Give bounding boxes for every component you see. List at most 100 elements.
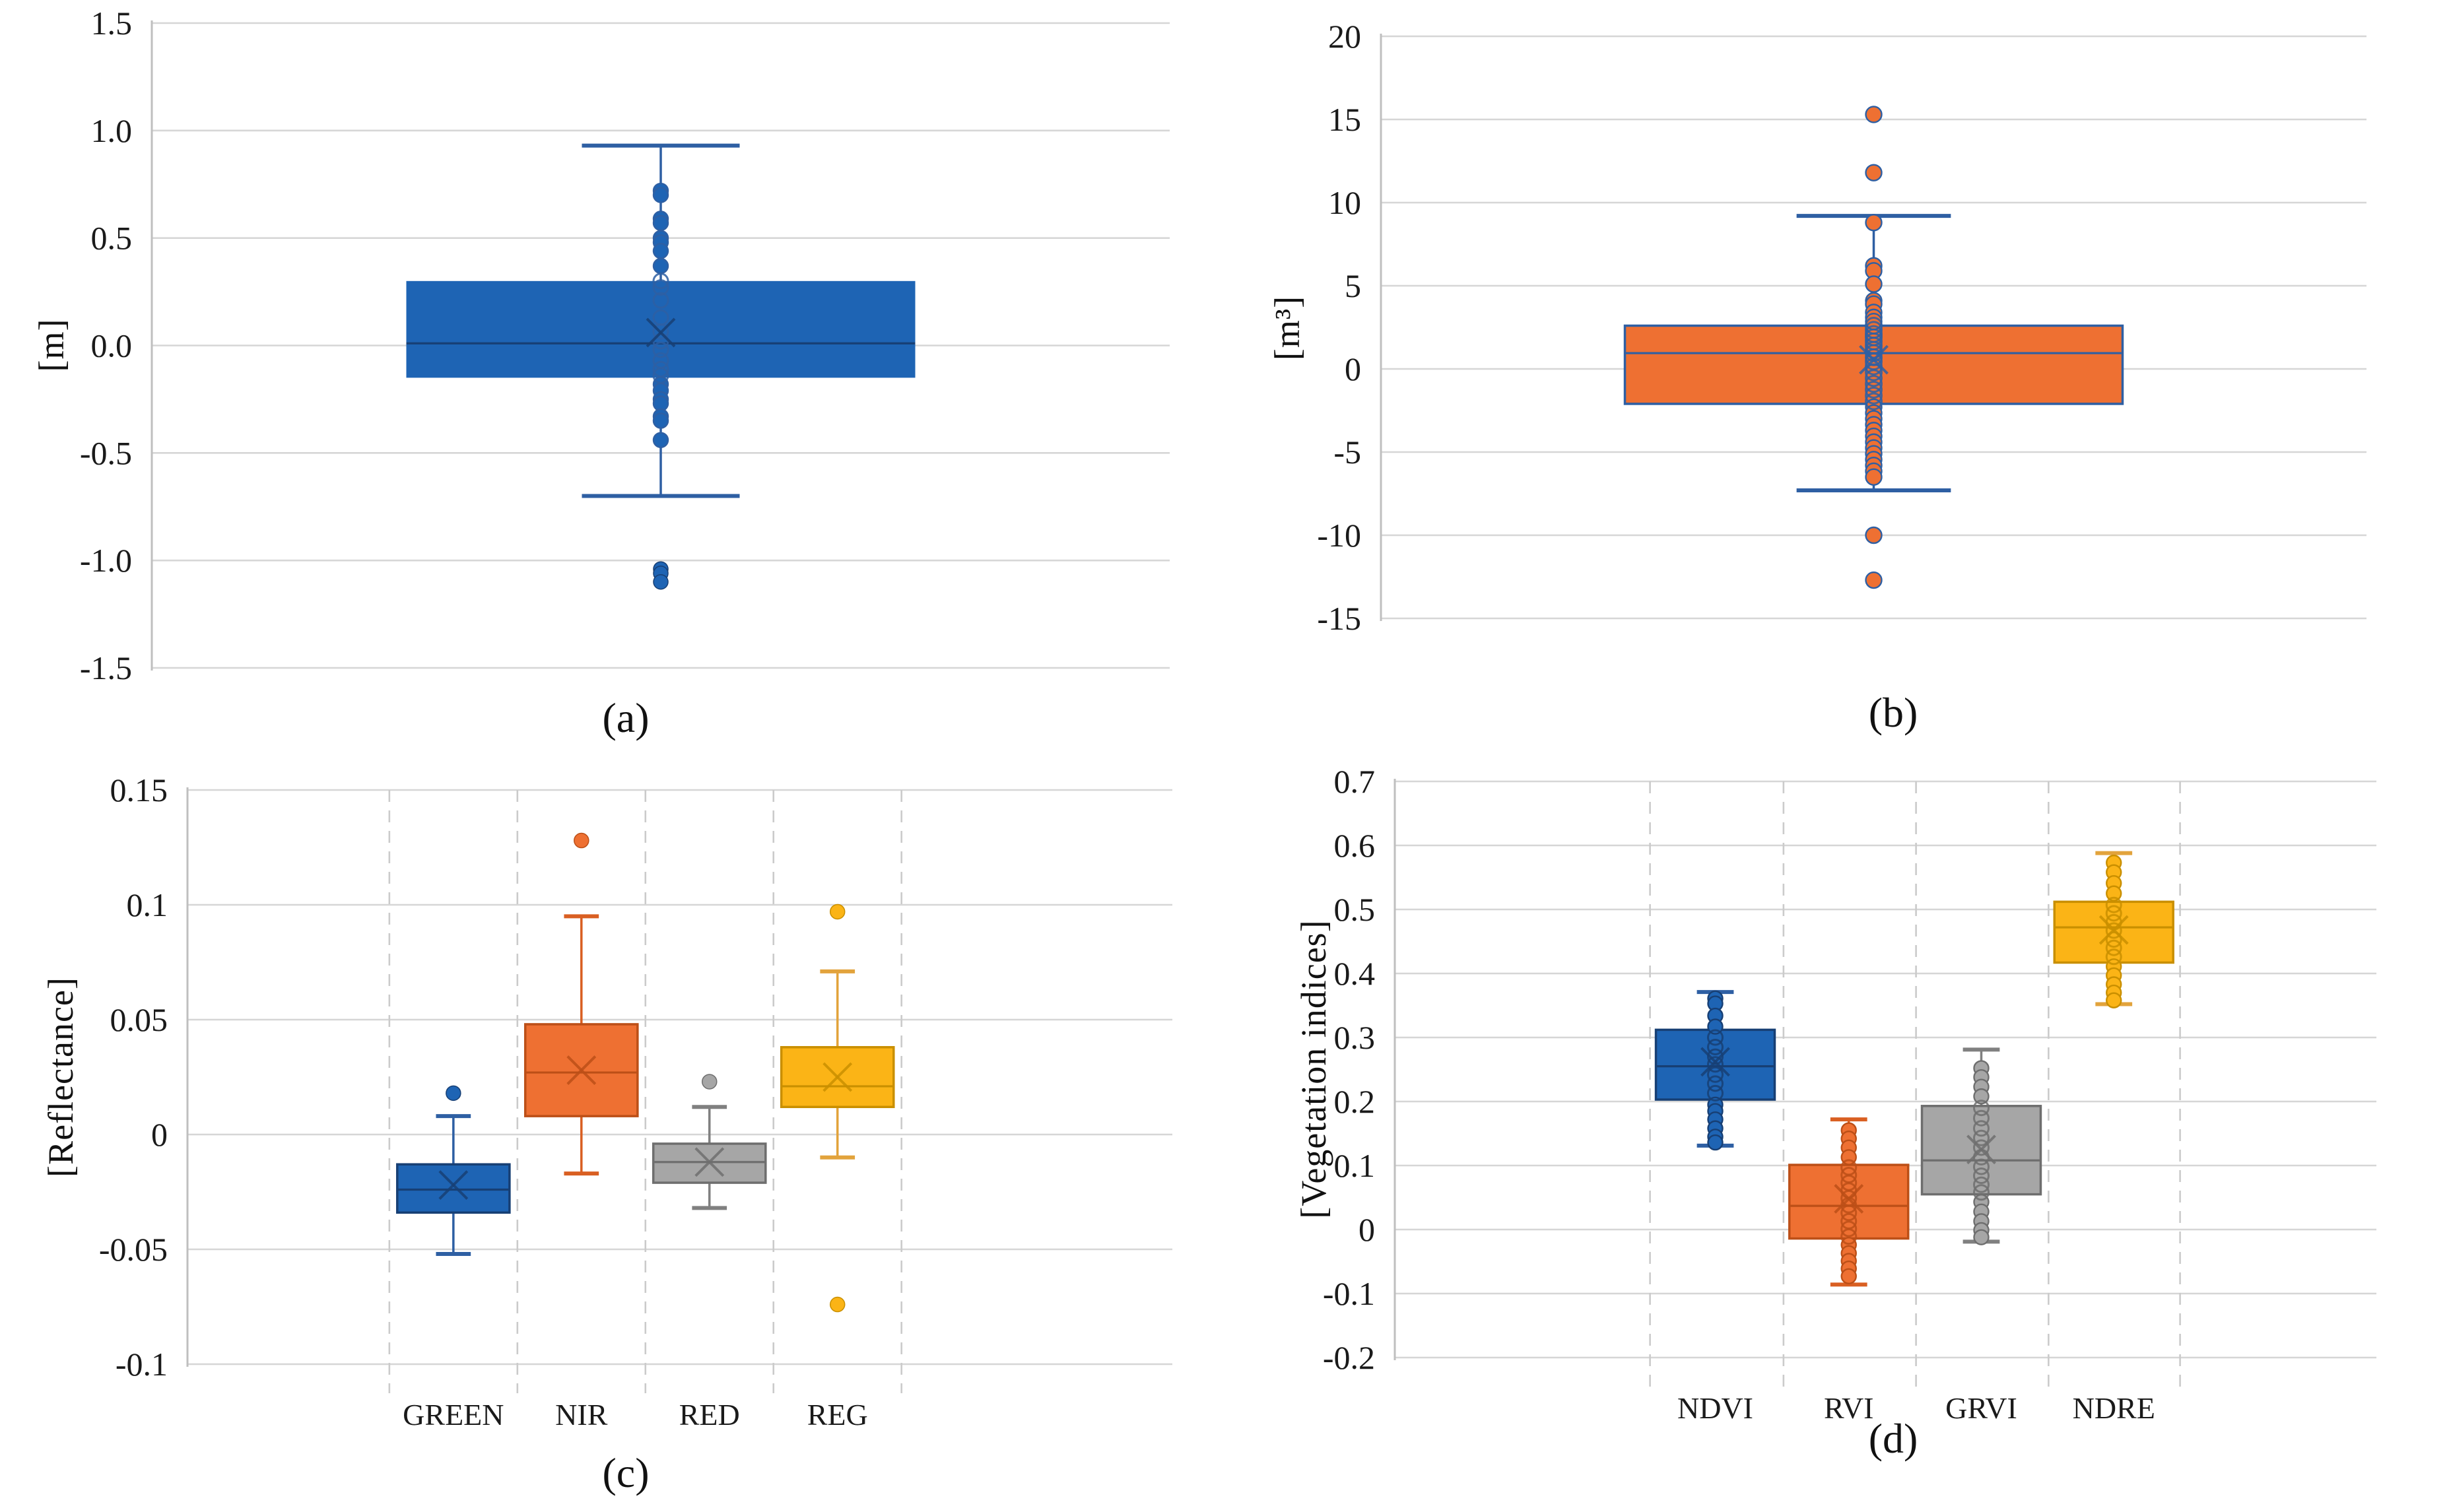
- data-point: [652, 432, 669, 448]
- x-category-label: RED: [679, 1398, 740, 1431]
- mean-marker: [822, 1062, 853, 1092]
- outlier-point: [1865, 164, 1883, 181]
- y-tick-label: -1.5: [80, 649, 132, 686]
- data-point: [1973, 1088, 1990, 1105]
- y-tick-label: 0: [1345, 350, 1361, 387]
- mean-marker: [694, 1147, 725, 1177]
- data-point-open: [1707, 1066, 1724, 1083]
- panel-caption-c: (c): [602, 1449, 650, 1496]
- box-series-NIR: [524, 832, 639, 1176]
- panel-caption-a: (a): [602, 694, 650, 741]
- y-tick-label: -15: [1317, 600, 1361, 637]
- box-series-RVI: [1788, 1117, 1910, 1287]
- y-tick-label: 0.5: [91, 220, 133, 257]
- data-point-open: [1972, 1109, 1990, 1127]
- data-point-open: [1865, 381, 1883, 399]
- data-point: [2106, 885, 2122, 902]
- data-point-open: [652, 323, 669, 340]
- data-point-open: [2105, 905, 2122, 922]
- box-series-a: [406, 143, 916, 590]
- mean-marker: [438, 1170, 469, 1200]
- box-series-GREEN: [396, 1085, 511, 1256]
- data-point-open: [2105, 931, 2122, 948]
- data-point: [1707, 1134, 1724, 1151]
- panel-caption-d: (d): [1868, 1415, 1918, 1462]
- data-point-open: [2105, 948, 2122, 966]
- y-axis-title-c: [Reflectance]: [41, 977, 81, 1177]
- panel-b: 20 15 10 5 0 -5 -10 -15: [1317, 18, 2366, 637]
- data-point-open: [2105, 896, 2122, 913]
- data-point: [652, 187, 669, 203]
- data-point-open: [1865, 375, 1883, 393]
- y-tick-label: 0.7: [1334, 763, 1376, 800]
- y-tick-label: 0.1: [127, 886, 168, 923]
- data-point-open: [2105, 922, 2122, 939]
- data-point-open: [1707, 1075, 1724, 1092]
- mean-marker: [566, 1055, 597, 1085]
- outlier-point: [1865, 526, 1883, 544]
- data-point: [1840, 1268, 1857, 1285]
- box-series-NDVI: [1654, 990, 1776, 1151]
- data-point-open: [1972, 1176, 1990, 1193]
- data-point-open: [1865, 392, 1883, 411]
- panel-d: 0.7 0.6 0.5 0.4 0.3 0.2 0.1 0 -0.1 -0.2 NDVI RVI GRV…: [1323, 763, 2376, 1425]
- mean-marker: [646, 317, 676, 348]
- y-tick-label: 1.0: [91, 112, 133, 149]
- mean-marker: [1966, 1134, 1996, 1165]
- data-point: [652, 214, 669, 232]
- data-point-open: [1865, 363, 1883, 381]
- data-point-open: [652, 273, 669, 290]
- box-series-RED: [652, 1074, 767, 1210]
- x-category-label: GREEN: [403, 1398, 504, 1431]
- y-tick-label: 20: [1328, 18, 1361, 55]
- data-point-open: [2105, 939, 2122, 956]
- data-point-open: [1972, 1120, 1990, 1137]
- data-point-open: [1972, 1139, 1990, 1156]
- data-point: [652, 412, 669, 429]
- data-point-open: [1707, 1056, 1724, 1073]
- y-tick-label: 0.2: [1334, 1083, 1376, 1120]
- data-point-open: [1865, 369, 1883, 387]
- mean-marker: [1834, 1184, 1864, 1214]
- y-tick-label: 0: [1359, 1211, 1375, 1248]
- y-tick-label: -5: [1333, 434, 1361, 471]
- mean-marker: [2098, 915, 2129, 945]
- box-series-b: [1623, 106, 2124, 589]
- data-point: [2106, 992, 2122, 1008]
- y-tick-label: 15: [1328, 101, 1361, 138]
- y-tick-label: 0.05: [110, 1001, 168, 1038]
- x-category-label: NIR: [555, 1398, 608, 1431]
- x-category-label: RVI: [1824, 1391, 1874, 1425]
- y-tick-label: 0.4: [1334, 955, 1376, 992]
- box-rect: [396, 1163, 511, 1214]
- box-series-NDRE: [2053, 851, 2174, 1008]
- data-point-open: [1707, 1039, 1724, 1056]
- data-point-open: [1972, 1100, 1990, 1117]
- data-point-open: [652, 360, 669, 378]
- outlier-point: [1865, 571, 1883, 589]
- data-point-open: [1840, 1228, 1858, 1245]
- data-point-open: [1972, 1158, 1990, 1175]
- x-category-label: GRVI: [1945, 1391, 2017, 1425]
- y-axis-title-b: [m³]: [1267, 295, 1307, 361]
- y-tick-label: 0.6: [1334, 827, 1376, 864]
- y-tick-label: -0.2: [1323, 1339, 1375, 1376]
- data-point-open: [652, 341, 669, 358]
- x-category-label: REG: [807, 1398, 868, 1431]
- y-tick-label: 1.5: [91, 5, 133, 42]
- panel-d-grid: 0.7 0.6 0.5 0.4 0.3 0.2 0.1 0 -0.1 -0.2: [1323, 763, 2376, 1376]
- y-axis-title-d: [Vegetation indices]: [1294, 919, 1333, 1219]
- y-tick-label: 0.1: [1334, 1147, 1376, 1184]
- data-point-open: [652, 292, 669, 309]
- data-point: [1973, 1229, 1990, 1245]
- data-point-open: [1972, 1184, 1990, 1201]
- y-tick-label: -0.5: [80, 434, 132, 471]
- outlier-point: [446, 1085, 461, 1101]
- data-point-open: [1840, 1204, 1858, 1222]
- y-tick-label: 0.3: [1334, 1019, 1376, 1056]
- data-point-open: [1707, 1029, 1724, 1046]
- data-point-open: [1972, 1129, 1990, 1146]
- mean-marker: [1700, 1047, 1730, 1077]
